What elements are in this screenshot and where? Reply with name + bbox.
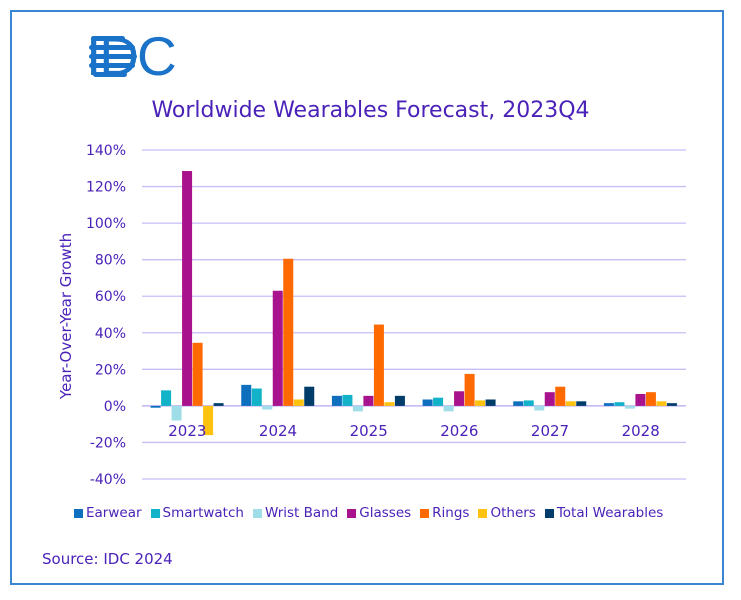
bar-smartwatch — [614, 402, 625, 406]
bar-smartwatch — [251, 388, 262, 406]
y-tick-label: 60% — [95, 289, 126, 305]
legend-item: Smartwatch — [150, 505, 244, 521]
y-tick-label: 100% — [86, 216, 126, 232]
bar-glasses — [635, 394, 646, 406]
source-note: Source: IDC 2024 — [42, 550, 173, 568]
bar-total-wearables — [394, 395, 405, 406]
bar-others — [293, 399, 304, 406]
bar-others — [384, 402, 395, 406]
y-tick-label: -40% — [90, 472, 126, 488]
bar-total-wearables — [304, 386, 315, 406]
bar-others — [475, 400, 486, 406]
y-tick-label: 80% — [95, 253, 126, 269]
bar-rings — [464, 373, 475, 406]
y-tick-label: 120% — [86, 180, 126, 196]
x-tick-label: 2025 — [350, 422, 388, 440]
bar-rings — [192, 342, 203, 406]
legend-swatch-icon — [252, 508, 262, 518]
legend-label: Rings — [432, 505, 470, 521]
bar-wrist-band — [171, 405, 182, 421]
bar-smartwatch — [523, 400, 534, 406]
idc-logo-text: IDC — [86, 25, 177, 87]
legend-swatch-icon — [74, 508, 83, 518]
legend-label: Smartwatch — [162, 505, 244, 521]
bar-rings — [373, 324, 384, 406]
legend-label: Earwear — [86, 505, 142, 521]
bar-rings — [283, 258, 294, 406]
y-tick-label: 20% — [95, 362, 126, 378]
bar-earwear — [150, 405, 161, 408]
bar-glasses — [363, 395, 374, 406]
bar-glasses — [544, 392, 555, 406]
y-tick-label: 0% — [104, 399, 126, 415]
bar-earwear — [331, 395, 342, 406]
y-tick-label: 40% — [95, 326, 126, 342]
chart-title: Worldwide Wearables Forecast, 2023Q4 — [151, 98, 590, 123]
bar-total-wearables — [485, 399, 496, 406]
bar-earwear — [241, 384, 252, 406]
bar-others — [203, 405, 214, 436]
bar-others — [656, 401, 667, 406]
x-tick-label: 2026 — [440, 422, 478, 440]
bar-smartwatch — [161, 390, 172, 406]
legend-swatch-icon — [150, 508, 160, 518]
idc-logo-globe-icon — [89, 36, 137, 77]
x-tick-label: 2028 — [622, 422, 660, 440]
bar-total-wearables — [213, 403, 224, 406]
bar-glasses — [182, 171, 193, 406]
bar-others — [565, 401, 576, 406]
bar-earwear — [422, 399, 433, 406]
legend-item: Wrist Band — [252, 505, 339, 521]
bar-total-wearables — [576, 401, 587, 406]
bar-earwear — [513, 401, 524, 406]
bar-rings — [555, 386, 566, 406]
x-tick-label: 2024 — [259, 422, 297, 440]
legend-swatch-icon — [544, 508, 554, 518]
bar-wrist-band — [262, 405, 273, 410]
bar-glasses — [272, 290, 283, 406]
bar-earwear — [603, 403, 614, 406]
y-tick-label: 140% — [86, 143, 126, 159]
bar-wrist-band — [352, 405, 363, 412]
y-tick-label: -20% — [90, 435, 126, 451]
bar-wrist-band — [624, 405, 635, 409]
legend-item: Total Wearables — [544, 505, 664, 521]
legend-item: Earwear — [74, 505, 142, 521]
x-tick-label: 2027 — [531, 422, 569, 440]
legend-swatch-icon — [420, 508, 430, 518]
bar-smartwatch — [433, 397, 444, 406]
legend-label: Glasses — [359, 505, 412, 521]
legend-item: Rings — [420, 505, 469, 521]
bar-glasses — [454, 391, 465, 406]
legend-label: Wrist Band — [264, 505, 339, 521]
bar-total-wearables — [666, 403, 677, 406]
chart-legend: Earwear Smartwatch Wrist Band Glasses Rings O… — [74, 505, 663, 521]
bar-wrist-band — [443, 405, 454, 412]
legend-item: Glasses — [347, 505, 411, 521]
legend-swatch-icon — [347, 508, 357, 518]
bar-smartwatch — [342, 394, 353, 406]
legend-label: Total Wearables — [556, 505, 664, 521]
x-tick-label: 2023 — [168, 422, 206, 440]
legend-item: Others — [478, 505, 536, 521]
bar-wrist-band — [534, 405, 545, 411]
chart-frame — [10, 10, 724, 585]
bar-rings — [645, 392, 656, 406]
legend-swatch-icon — [478, 508, 488, 518]
legend-label: Others — [490, 505, 536, 521]
